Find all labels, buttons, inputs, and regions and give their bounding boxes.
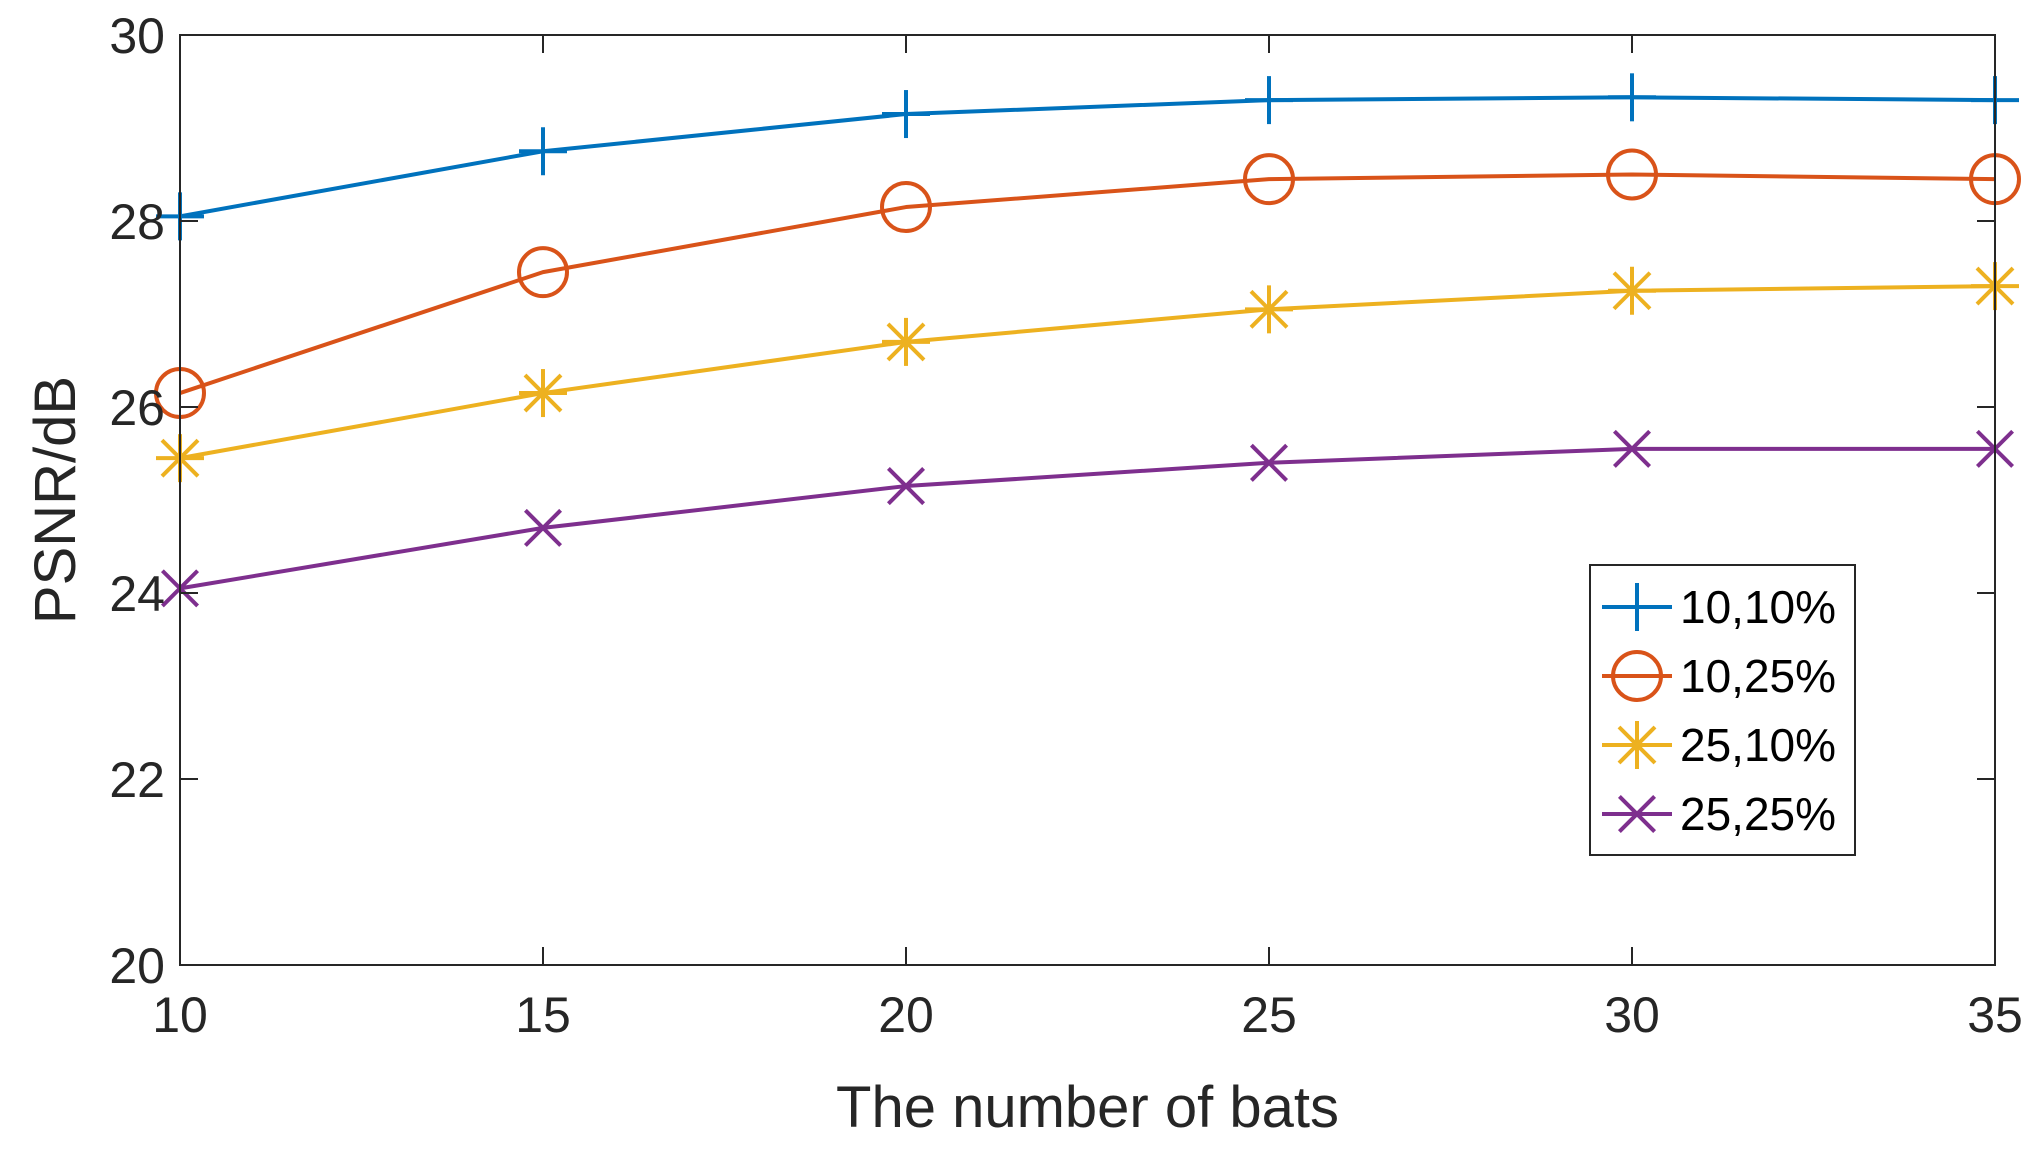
- y-tick-label: 20: [109, 938, 165, 994]
- data-point: [523, 508, 563, 547]
- x-tick-label: 10: [152, 987, 208, 1043]
- y-tick-label: 26: [109, 380, 165, 436]
- plot-frame: [179, 34, 1996, 966]
- data-point: [519, 369, 567, 418]
- y-tick-label: 24: [109, 566, 165, 622]
- data-point: [1608, 266, 1656, 315]
- y-tick-label: 30: [109, 8, 165, 64]
- series-4: [160, 429, 2015, 608]
- data-point: [886, 467, 926, 506]
- data-point: [1608, 73, 1656, 122]
- legend: 10,10% 10,25% 25,10% 25,25%: [1589, 564, 1856, 856]
- data-point: [1245, 285, 1293, 334]
- data-point: [517, 246, 569, 299]
- y-tick-label: 28: [109, 194, 165, 250]
- x-tick-label: 20: [878, 987, 934, 1043]
- data-point: [1245, 76, 1293, 125]
- data-point: [882, 90, 930, 139]
- legend-marker: [1613, 583, 1661, 631]
- data-point: [880, 181, 932, 234]
- y-tick-label: 22: [109, 752, 165, 808]
- legend-entry: 25,25%: [1602, 788, 1836, 840]
- y-axis-title: PSNR/dB: [23, 376, 88, 624]
- series-line: [179, 284, 1996, 461]
- series-layer: [154, 73, 2021, 608]
- data-point: [1606, 148, 1658, 201]
- legend-label: 25,25%: [1680, 788, 1836, 840]
- data-point: [1243, 153, 1295, 206]
- x-axis-title: The number of bats: [836, 1075, 1339, 1140]
- legend-box: [1589, 564, 1856, 856]
- legend-marker: [1617, 794, 1657, 834]
- series-line: [179, 172, 1996, 395]
- legend-entry: 10,25%: [1602, 650, 1836, 702]
- legend-entry: 10,10%: [1602, 581, 1836, 633]
- series-line: [179, 446, 1995, 591]
- legend-marker: [1613, 721, 1661, 769]
- legend-marker: [1611, 650, 1663, 702]
- tick-layer: 10 15 20 25 30 35 20 22 24 26 28 30: [109, 8, 2022, 1043]
- series-line: [179, 95, 1996, 219]
- series-3: [156, 262, 2019, 483]
- legend-label: 10,10%: [1680, 581, 1836, 633]
- x-tick-label: 35: [1967, 987, 2023, 1043]
- x-tick-label: 15: [515, 987, 571, 1043]
- x-tick-label: 30: [1604, 987, 1660, 1043]
- x-tick-label: 25: [1241, 987, 1297, 1043]
- data-point: [1612, 429, 1652, 468]
- legend-label: 10,25%: [1680, 650, 1836, 702]
- data-point: [882, 317, 930, 366]
- data-point: [519, 127, 567, 176]
- legend-label: 25,10%: [1680, 719, 1836, 771]
- legend-entry: 25,10%: [1602, 719, 1836, 771]
- data-point: [1249, 443, 1289, 482]
